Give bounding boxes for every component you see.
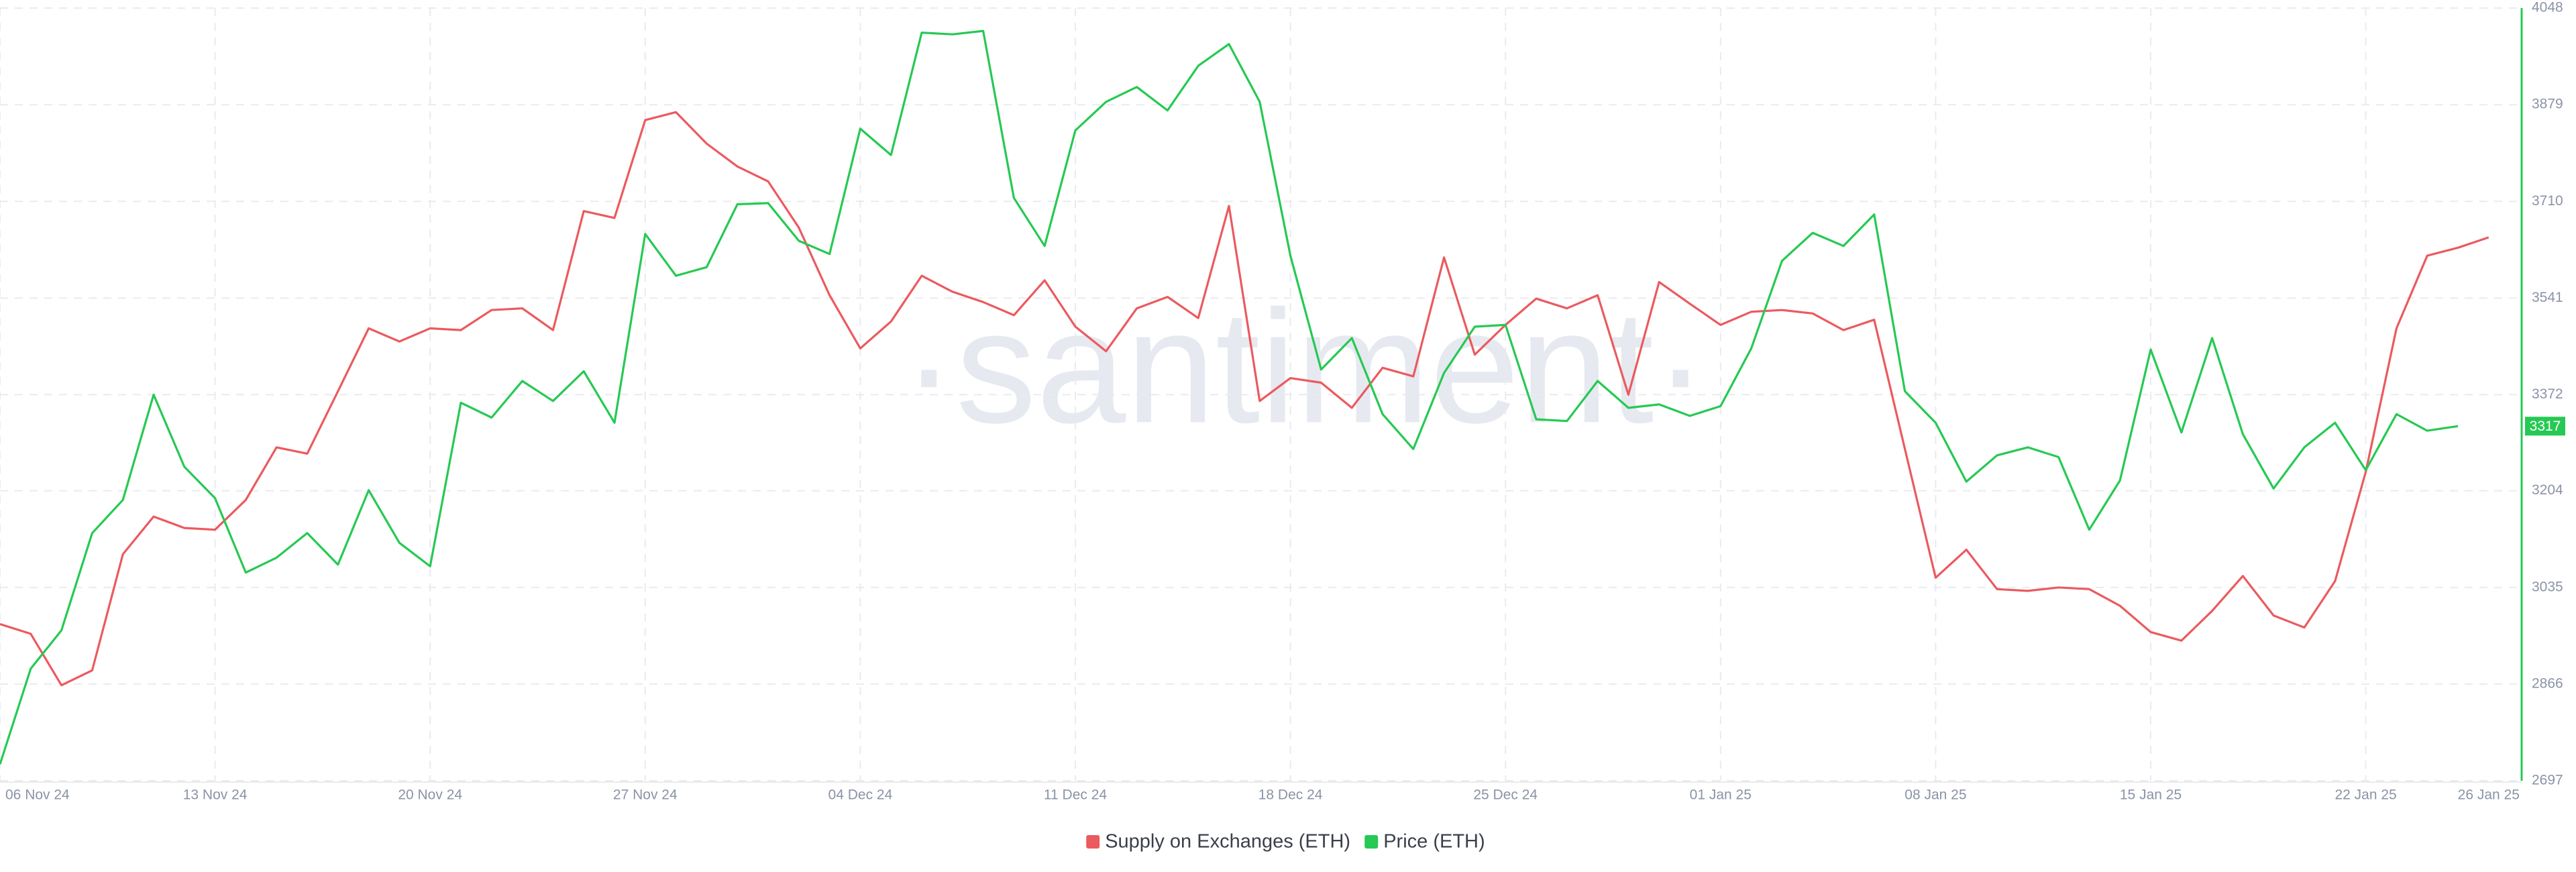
x-tick-label: 11 Dec 24 bbox=[1044, 787, 1107, 803]
x-tick-label: 01 Jan 25 bbox=[1690, 787, 1752, 803]
y-tick-label: 3541 bbox=[2532, 290, 2563, 305]
last-value-label: 3317 bbox=[2530, 419, 2561, 434]
y-tick-label: 3879 bbox=[2532, 97, 2563, 112]
x-tick-label: 27 Nov 24 bbox=[613, 787, 678, 803]
x-tick-label: 22 Jan 25 bbox=[2334, 787, 2396, 803]
legend-swatch bbox=[1364, 835, 1379, 849]
y-tick-label: 3204 bbox=[2532, 482, 2563, 498]
line-series bbox=[0, 111, 2489, 687]
x-tick-label: 06 Nov 24 bbox=[5, 787, 70, 803]
y-tick-label: 3372 bbox=[2532, 386, 2563, 402]
y-tick-label: 4048 bbox=[2532, 0, 2563, 15]
y-tick-label: 2866 bbox=[2532, 675, 2563, 691]
y-tick-label: 3035 bbox=[2532, 579, 2563, 594]
y-tick-label: 3710 bbox=[2532, 193, 2563, 209]
x-tick-label: 15 Jan 25 bbox=[2120, 787, 2182, 803]
x-tick-label: 25 Dec 24 bbox=[1473, 787, 1538, 803]
x-tick-label: 13 Nov 24 bbox=[183, 787, 248, 803]
x-tick-label: 20 Nov 24 bbox=[398, 787, 462, 803]
line-series bbox=[0, 30, 2459, 765]
legend-label: Price (ETH) bbox=[1383, 831, 1485, 853]
x-tick-label: 04 Dec 24 bbox=[828, 787, 893, 803]
last-value-badge bbox=[2525, 417, 2565, 436]
legend-swatch bbox=[1086, 835, 1100, 849]
x-tick-label: 08 Jan 25 bbox=[1904, 787, 1966, 803]
x-tick-label: 26 Jan 25 bbox=[2458, 787, 2520, 803]
x-tick-label: 18 Dec 24 bbox=[1258, 787, 1323, 803]
legend-label: Supply on Exchanges (ETH) bbox=[1105, 831, 1350, 853]
y-tick-label: 2697 bbox=[2532, 773, 2563, 788]
